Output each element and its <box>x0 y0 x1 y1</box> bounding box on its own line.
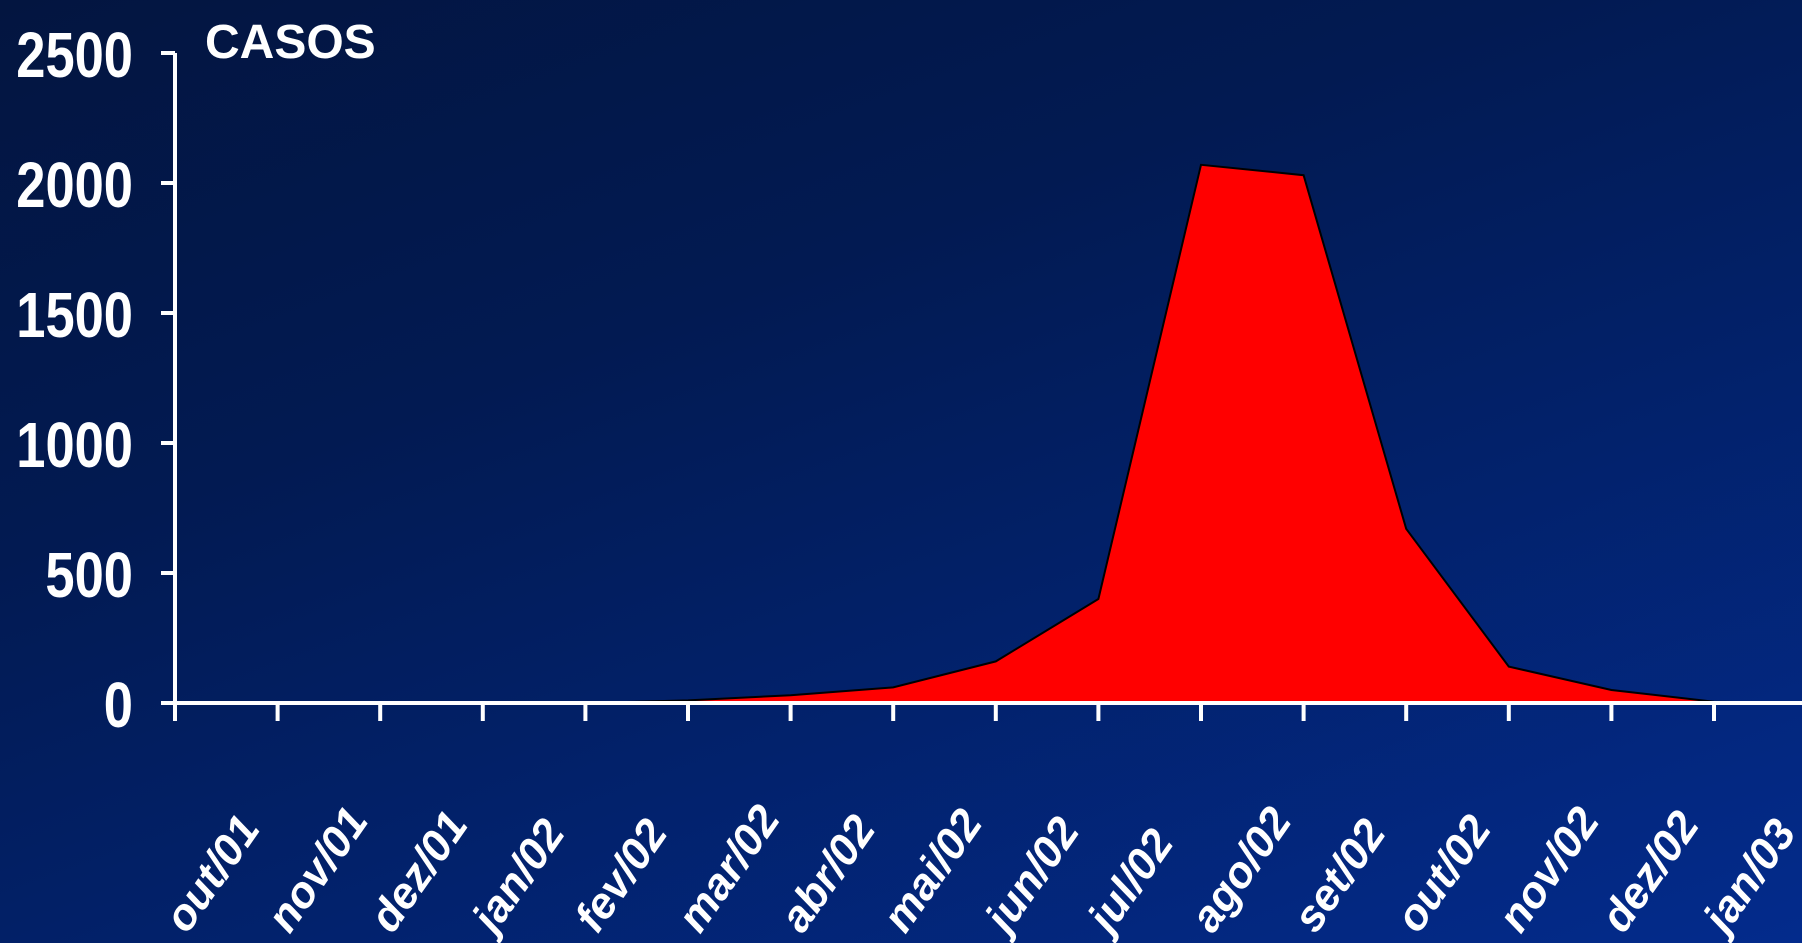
x-tick-label: nov/01 <box>258 798 378 940</box>
x-tick-label: ago/02 <box>1181 798 1301 941</box>
y-tick-label: 2500 <box>16 20 133 91</box>
area-outline <box>175 163 1802 704</box>
x-tick-label: dez/01 <box>360 802 477 940</box>
x-tick-label: jan/02 <box>460 810 575 943</box>
x-tick-label: nov/02 <box>1489 798 1609 941</box>
x-tick-label: out/01 <box>155 806 269 940</box>
x-tick-label: out/02 <box>1386 806 1501 941</box>
y-tick-label: 0 <box>104 670 133 741</box>
y-tick-label: 500 <box>45 540 133 611</box>
area-fill <box>175 164 1802 703</box>
y-tick-label: 1500 <box>16 280 133 351</box>
y-tick-label: 2000 <box>16 150 133 221</box>
axes-layer: 0 500 1000 1500 2000 2500 out/01nov/01dez/01ja… <box>16 20 1802 943</box>
y-tick-label: 1000 <box>16 410 133 481</box>
y-axis-title: CASOS <box>205 16 376 69</box>
x-tick-label: mar/02 <box>668 796 790 941</box>
x-tick-label: mai/02 <box>873 800 992 941</box>
x-tick-label: dez/02 <box>1591 802 1709 941</box>
area-layer <box>175 163 1802 704</box>
x-tick-label: jul/02 <box>1076 820 1184 943</box>
x-tick-label: set/02 <box>1284 810 1396 941</box>
x-tick-label: fev/02 <box>565 810 677 941</box>
x-tick-label: fev/03 <box>1797 810 1802 940</box>
